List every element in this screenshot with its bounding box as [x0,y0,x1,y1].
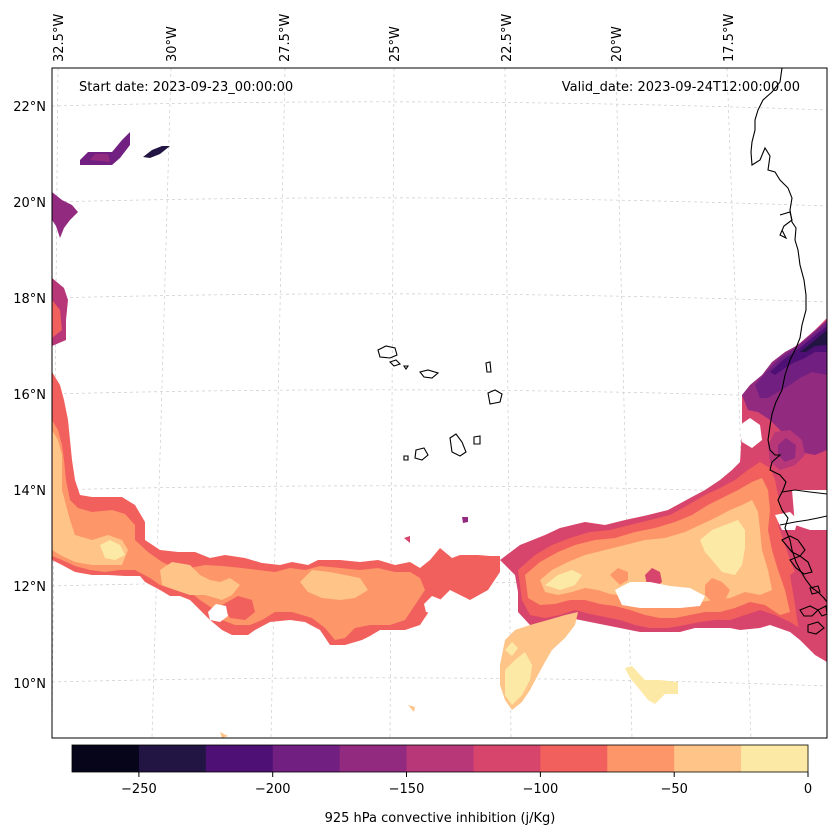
contour-east-darkest [800,330,827,352]
colorbar-swatch [607,745,675,772]
colorbar-swatch [272,745,341,772]
contour-east-pale-1 [700,520,745,575]
contour-west-band-inner2 [160,562,240,600]
gambia-river [781,489,828,495]
colorbar-swatch [205,745,274,772]
contour-speck-3 [408,705,415,712]
map-frame [51,67,828,739]
west-africa-creek-2 [789,555,813,575]
colorbar: −250 −200 −150 −100 −50 0 925 hPa convec… [71,744,812,826]
lat-label-22n: 22°N [13,100,46,115]
contour-hole-1 [208,604,228,622]
colorbar-swatch [339,745,408,772]
cape-verde-boa-vista [487,389,503,405]
colorbar-swatch [674,745,742,772]
colorbar-swatch [138,745,207,772]
contour-east-hole-1 [615,582,705,608]
colorbar-tick-labels: −250 −200 −150 −100 −50 0 [121,782,812,797]
contour-east-redspot2 [610,568,628,585]
colorbar-swatches [72,745,809,772]
colorbar-swatch [540,745,608,772]
coastlines [377,67,828,635]
lat-label-10n: 10°N [13,677,46,692]
guinea-bissau-coast [779,515,828,526]
contour-east-hole-3 [775,512,798,530]
lat-label-12n: 12°N [13,580,46,595]
contour-south-patch [625,666,678,704]
lon-label-25w: 25°W [388,26,403,62]
contour-patch-nw3 [143,146,170,158]
contour-patch-nw2 [90,154,110,162]
lat-label-16n: 16°N [13,388,46,403]
lat-label-20n: 20°N [13,196,46,211]
colorbar-tick-label: −150 [389,782,425,797]
cape-verde-santa-luzia [402,365,410,370]
lat-label-14n: 14°N [13,484,46,499]
cape-verde-sal [485,361,492,373]
cape-verde-sao-nicolau [419,369,440,379]
contour-east-hole-2 [792,490,827,530]
contour-patch-nw4 [52,192,78,238]
colorbar-tick-label: 0 [804,782,812,797]
contour-east-salmon [705,578,730,602]
map-plot-area [51,67,828,739]
lon-labels: 32.5°W 30°W 27.5°W 25°W 22.5°W 20°W 17.5… [52,14,737,62]
colorbar-swatch [473,745,541,772]
cape-verde-sao-vicente [388,359,402,367]
contour-east-blob-inner [778,438,796,462]
contour-south-tongue-pale2 [505,642,518,656]
colorbar-label: 925 hPa convective inhibition (j/Kg) [325,811,556,826]
cape-verde-brava [403,455,409,461]
mauritania-inlet [779,211,793,240]
bissagos-isl-1 [799,605,819,617]
contour-left-edge-inner [52,300,62,338]
lon-label-32-5w: 32.5°W [52,14,67,62]
colorbar-swatch [406,745,474,772]
cape-verde-santo-antao [377,345,398,359]
bissagos-isl-2 [807,621,825,635]
contour-east-hole-4 [740,418,762,448]
start-date-label: Start date: 2023-09-23_00:00:00 [79,80,293,95]
contour-west-band-dark [222,596,255,620]
lat-label-18n: 18°N [13,292,46,307]
contour-hole-2 [424,596,445,614]
colorbar-ticks [138,772,809,777]
lon-label-27-5w: 27.5°W [278,14,293,62]
colorbar-swatch [741,745,809,772]
cape-verde-fogo [414,447,429,461]
cape-verde-santiago [449,433,467,457]
colorbar-frame [71,744,809,773]
contour-east-pale-2 [545,570,582,590]
valid-date-label: Valid_date: 2023-09-24T12:00:00.00 [562,80,800,95]
colorbar-tick-label: −50 [660,782,687,797]
colorbar-tick-label: −250 [121,782,157,797]
lon-label-22-5w: 22.5°W [500,14,515,62]
contour-speck-4 [220,732,228,738]
contour-speck-1 [462,517,468,523]
bissagos-isl-4 [809,585,821,595]
contour-west-band-inner [52,430,128,565]
contour-east-indigo [770,326,827,375]
colorbar-tick-label: −200 [255,782,291,797]
contour-speck-2 [404,536,410,543]
lon-label-17-5w: 17.5°W [722,14,737,62]
contour-patch-nw1 [80,132,130,165]
lon-label-30w: 30°W [165,26,180,62]
contour-south-tongue-pale [505,652,532,705]
colorbar-tick-label: −100 [523,782,559,797]
cape-verde-maio [473,435,481,445]
contour-west-band-highlight [100,540,125,560]
africa-coastline [750,67,828,603]
lat-labels: 22°N 20°N 18°N 16°N 14°N 12°N 10°N [13,100,46,692]
contour-west-band-inner3 [300,570,368,600]
cin-contours [52,132,827,738]
colorbar-swatch [72,745,140,772]
west-africa-creek-1 [781,535,806,557]
lon-label-20w: 20°W [610,26,625,62]
